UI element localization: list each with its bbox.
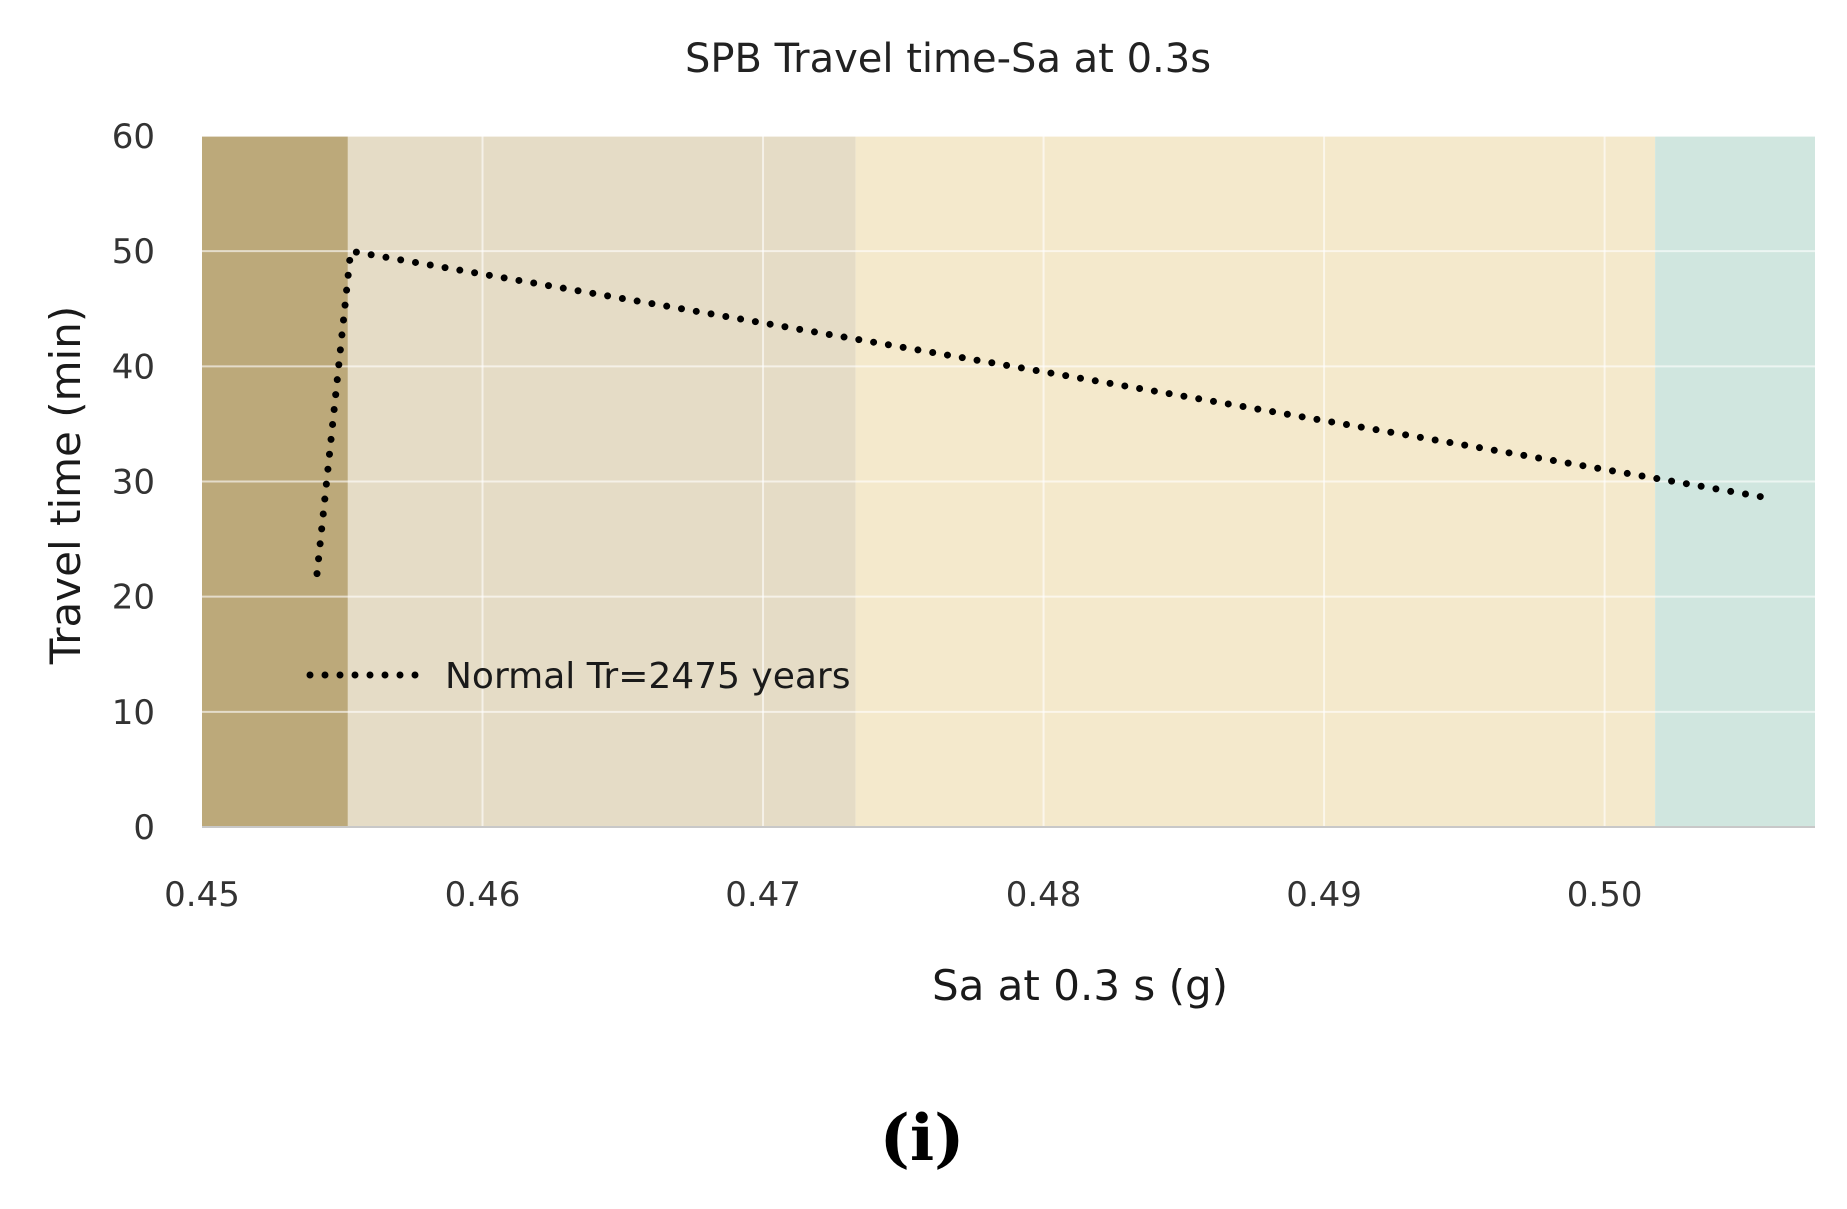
x-tick-label: 0.49 bbox=[1286, 875, 1362, 915]
x-tick-label: 0.47 bbox=[725, 875, 801, 915]
chart-title: SPB Travel time-Sa at 0.3s bbox=[685, 36, 1211, 82]
y-tick-label: 10 bbox=[112, 693, 155, 733]
gridlines bbox=[202, 135, 1815, 827]
y-tick-label: 50 bbox=[112, 232, 155, 272]
y-tick-label: 30 bbox=[112, 463, 155, 503]
y-tick-label: 20 bbox=[112, 578, 155, 618]
x-tick-label: 0.46 bbox=[445, 875, 521, 915]
panel-label: (i) bbox=[880, 1101, 965, 1176]
y-tick-label: 40 bbox=[112, 347, 155, 387]
x-tick-labels: 0.45 0.46 0.47 0.48 0.49 0.50 bbox=[164, 875, 1642, 915]
y-tick-label: 60 bbox=[112, 117, 155, 157]
x-axis-title: Sa at 0.3 s (g) bbox=[932, 961, 1228, 1010]
legend-label: Normal Tr=2475 years bbox=[445, 656, 851, 697]
legend: Normal Tr=2475 years bbox=[306, 656, 851, 697]
x-tick-label: 0.50 bbox=[1567, 875, 1643, 915]
y-axis-title: Travel time (min) bbox=[41, 306, 90, 665]
x-tick-label: 0.45 bbox=[164, 875, 240, 915]
x-tick-label: 0.48 bbox=[1006, 875, 1082, 915]
series-line-1 bbox=[313, 247, 1777, 578]
series-layer bbox=[313, 247, 1777, 578]
y-tick-labels: 0 10 20 30 40 50 60 bbox=[112, 117, 155, 848]
y-tick-label: 0 bbox=[133, 808, 155, 848]
